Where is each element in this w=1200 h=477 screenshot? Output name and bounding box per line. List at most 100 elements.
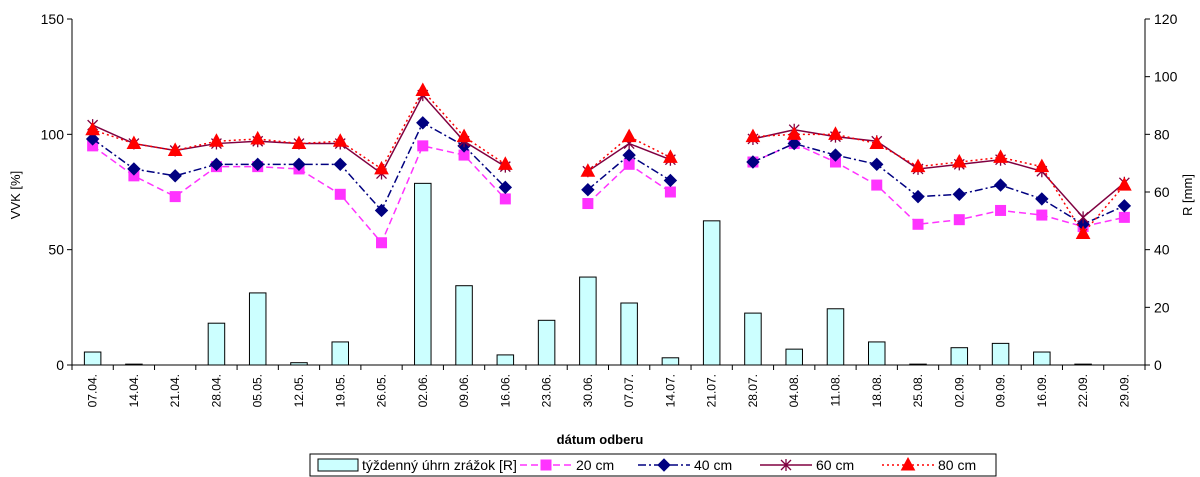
data-point-80-cm bbox=[167, 142, 183, 156]
data-point-40-cm bbox=[292, 157, 306, 172]
data-point-20-cm bbox=[334, 188, 346, 200]
data-point-80-cm bbox=[456, 128, 472, 143]
precipitation-bar bbox=[785, 348, 803, 366]
series-60-cm bbox=[87, 89, 1130, 224]
data-point-80-cm bbox=[663, 149, 678, 163]
series-line-40-cm bbox=[92, 121, 506, 212]
data-point-20-cm bbox=[912, 218, 924, 230]
series-20-cm bbox=[87, 138, 1130, 249]
data-point-40-cm bbox=[374, 203, 389, 218]
x-tick-label: 16.06. bbox=[498, 374, 512, 407]
data-point-80-cm bbox=[910, 158, 926, 173]
data-point-40-cm bbox=[251, 157, 265, 172]
series-line-80-cm bbox=[752, 133, 1125, 235]
y-right-tick-label: 60 bbox=[1154, 184, 1170, 200]
y-right-tick-label: 0 bbox=[1154, 357, 1162, 373]
axes: 0 50 100 150 0 20 40 60 80 100 120 07.04. 14.04. 21.0… bbox=[41, 11, 1178, 407]
data-point-20-cm bbox=[417, 140, 429, 152]
x-tick-label: 25.08. bbox=[911, 374, 925, 407]
data-point-40-cm bbox=[952, 187, 966, 202]
precipitation-bar bbox=[414, 182, 432, 366]
y-left-tick-label: 100 bbox=[41, 126, 65, 142]
data-point-40-cm bbox=[828, 148, 843, 162]
x-tick-label: 04.08. bbox=[787, 374, 801, 407]
precipitation-bar bbox=[620, 302, 638, 366]
series-line-60-cm bbox=[752, 128, 1125, 219]
y-right-tick-label: 40 bbox=[1154, 242, 1170, 258]
data-point-60-cm bbox=[1077, 211, 1089, 224]
precipitation-bar bbox=[991, 342, 1010, 366]
precipitation-bar bbox=[867, 341, 886, 366]
data-point-20-cm bbox=[953, 214, 965, 226]
data-point-80-cm bbox=[291, 135, 307, 150]
x-tick-label: 09.09. bbox=[994, 374, 1008, 407]
x-tick-label: 23.06. bbox=[540, 374, 554, 407]
data-point-40-cm bbox=[911, 189, 925, 204]
data-point-80-cm bbox=[332, 133, 348, 147]
data-point-40-cm bbox=[333, 157, 347, 172]
legend: týždenný úhrn zrážok [R] 20 cm 40 cm 60 cm 8… bbox=[309, 453, 997, 477]
y-left-tick-label: 0 bbox=[56, 357, 64, 373]
y-left-tick-label: 150 bbox=[41, 11, 65, 27]
data-point-40-cm bbox=[622, 148, 636, 162]
data-point-20-cm bbox=[499, 193, 511, 205]
x-tick-label: 11.08. bbox=[828, 374, 842, 406]
precipitation-bar bbox=[537, 319, 556, 366]
x-tick-label: 22.09. bbox=[1076, 374, 1090, 407]
data-point-80-cm bbox=[580, 163, 596, 177]
legend-label-80-cm: 80 cm bbox=[938, 457, 976, 473]
data-point-40-cm bbox=[209, 157, 224, 172]
legend-frame bbox=[309, 453, 997, 477]
precipitation-bar bbox=[207, 322, 226, 366]
x-tick-label: 28.07. bbox=[746, 374, 760, 407]
data-point-40-cm bbox=[127, 162, 141, 176]
x-tick-label: 19.05. bbox=[333, 374, 347, 407]
data-point-20-cm bbox=[664, 186, 676, 198]
moisture-lines bbox=[85, 82, 1132, 249]
series-40-cm bbox=[85, 116, 1132, 232]
x-tick-label: 28.04. bbox=[209, 374, 223, 407]
legend-label-bars: týždenný úhrn zrážok [R] bbox=[362, 457, 517, 473]
legend-marker-60-cm bbox=[780, 459, 792, 471]
data-point-80-cm bbox=[869, 135, 885, 150]
precipitation-bar bbox=[579, 276, 597, 366]
data-point-20-cm bbox=[376, 237, 388, 249]
data-point-80-cm bbox=[1075, 225, 1091, 240]
data-point-40-cm bbox=[581, 182, 595, 197]
precipitation-bar bbox=[744, 312, 762, 366]
data-point-80-cm bbox=[85, 121, 100, 136]
data-point-40-cm bbox=[746, 155, 760, 169]
x-tick-label: 21.07. bbox=[705, 374, 719, 407]
data-point-80-cm bbox=[1117, 177, 1132, 191]
series-line-80-cm bbox=[92, 89, 506, 171]
x-tick-label: 02.06. bbox=[416, 374, 430, 407]
data-point-40-cm bbox=[85, 132, 100, 146]
precipitation-bar bbox=[950, 347, 969, 366]
x-tick-label: 07.04. bbox=[86, 374, 100, 407]
legend-swatch-bars bbox=[317, 458, 359, 472]
y-right-tick-label: 100 bbox=[1154, 69, 1178, 85]
x-tick-label: 21.04. bbox=[168, 374, 182, 407]
precipitation-bar bbox=[702, 220, 721, 366]
data-point-40-cm bbox=[787, 136, 801, 151]
precipitation-bar bbox=[83, 351, 102, 366]
data-point-80-cm bbox=[745, 128, 761, 143]
series-line-20-cm bbox=[92, 144, 506, 245]
x-tick-label: 14.07. bbox=[663, 374, 677, 407]
data-point-40-cm bbox=[870, 157, 884, 172]
legend-marker-40-cm bbox=[657, 458, 671, 472]
data-point-80-cm bbox=[209, 133, 224, 147]
precipitation-bar bbox=[496, 354, 515, 366]
precipitation-bar bbox=[1033, 351, 1051, 366]
precipitation-bar bbox=[826, 308, 845, 366]
data-point-40-cm bbox=[1035, 192, 1049, 206]
x-tick-label: 18.08. bbox=[870, 374, 884, 407]
data-point-80-cm bbox=[374, 160, 389, 175]
x-tick-label: 14.04. bbox=[127, 374, 141, 407]
series-line-20-cm bbox=[752, 142, 1125, 228]
precipitation-bar bbox=[661, 357, 680, 366]
y-right-tick-label: 20 bbox=[1154, 299, 1170, 315]
precipitation-bar bbox=[455, 285, 473, 366]
legend-label-20-cm: 20 cm bbox=[576, 457, 614, 473]
data-point-80-cm bbox=[828, 126, 843, 140]
